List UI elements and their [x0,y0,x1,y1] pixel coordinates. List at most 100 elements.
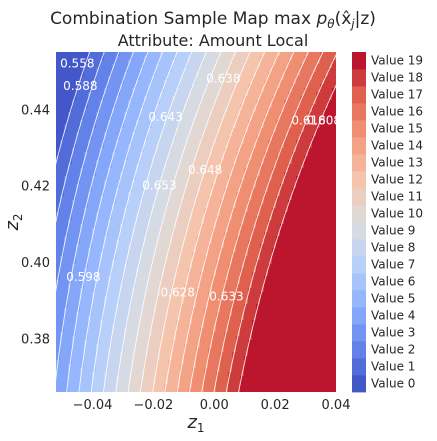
contour-cell [196,52,201,57]
contour-cell [216,312,221,317]
contour-cell [292,304,297,309]
contour-cell [188,212,193,217]
contour-cell [160,228,165,233]
contour-cell [96,252,101,257]
contour-cell [296,188,301,193]
contour-cell [200,116,205,121]
contour-cell [160,100,165,105]
contour-cell [264,60,269,65]
contour-cell [76,172,81,177]
contour-cell [72,104,77,109]
contour-cell [312,232,317,237]
contour-cell [212,68,217,73]
contour-cell [320,180,325,185]
contour-cell [320,268,325,273]
contour-cell [180,120,185,125]
contour-cell [204,56,209,61]
contour-cell [112,284,117,289]
contour-cell [160,248,165,253]
contour-cell [268,124,273,129]
contour-cell [296,172,301,177]
contour-cell [120,52,125,57]
contour-cell [288,288,293,293]
contour-cell [144,284,149,289]
contour-cell [148,188,153,193]
contour-cell [76,248,81,253]
contour-cell [128,136,133,141]
contour-cell [284,212,289,217]
contour-cell [276,284,281,289]
contour-cell [308,324,313,329]
contour-cell [96,100,101,105]
contour-cell [260,316,265,321]
contour-cell [144,188,149,193]
contour-cell [228,160,233,165]
contour-cell [288,212,293,217]
contour-cell [188,84,193,89]
contour-cell [88,324,93,329]
contour-cell [168,312,173,317]
contour-cell [260,68,265,73]
contour-cell [64,264,69,269]
contour-cell [84,136,89,141]
contour-cell [56,232,61,237]
contour-cell [324,220,329,225]
contour-cell [144,336,149,341]
contour-cell [132,312,137,317]
contour-cell [132,60,137,65]
contour-cell [188,164,193,169]
contour-cell [280,312,285,317]
contour-cell [100,72,105,77]
contour-cell [256,140,261,145]
contour-cell [152,108,157,113]
contour-cell [208,272,213,277]
contour-cell [248,200,253,205]
contour-cell [248,232,253,237]
contour-cell [308,64,313,69]
contour-cell [152,216,157,221]
contour-cell [236,244,241,249]
contour-cell [284,72,289,77]
contour-cell [64,84,69,89]
contour-cell [268,108,273,113]
contour-cell [276,196,281,201]
contour-cell [328,324,333,329]
contour-cell [272,84,277,89]
contour-cell [304,88,309,93]
contour-cell [244,200,249,205]
contour-cell [80,292,85,297]
contour-cell [216,180,221,185]
contour-cell [108,80,113,85]
contour-cell [160,304,165,309]
contour-cell [176,304,181,309]
contour-cell [308,228,313,233]
contour-cell [76,168,81,173]
contour-cell [144,296,149,301]
contour-cell [324,124,329,129]
contour-cell [64,100,69,105]
contour-cell [160,288,165,293]
contour-cell [176,200,181,205]
contour-cell [260,320,265,325]
contour-cell [176,264,181,269]
contour-cell [148,312,153,317]
contour-cell [116,164,121,169]
contour-cell [204,156,209,161]
contour-cell [76,96,81,101]
contour-cell [244,116,249,121]
contour-cell [280,116,285,121]
contour-cell [284,304,289,309]
contour-cell [300,52,305,57]
contour-cell [296,84,301,89]
contour-cell [164,180,169,185]
contour-cell [160,284,165,289]
contour-cell [264,316,269,321]
contour-cell [80,160,85,165]
contour-cell [296,124,301,129]
contour-cell [304,244,309,249]
contour-cell [72,296,77,301]
contour-cell [188,332,193,337]
contour-cell [264,208,269,213]
contour-cell [188,296,193,301]
contour-cell [80,112,85,117]
